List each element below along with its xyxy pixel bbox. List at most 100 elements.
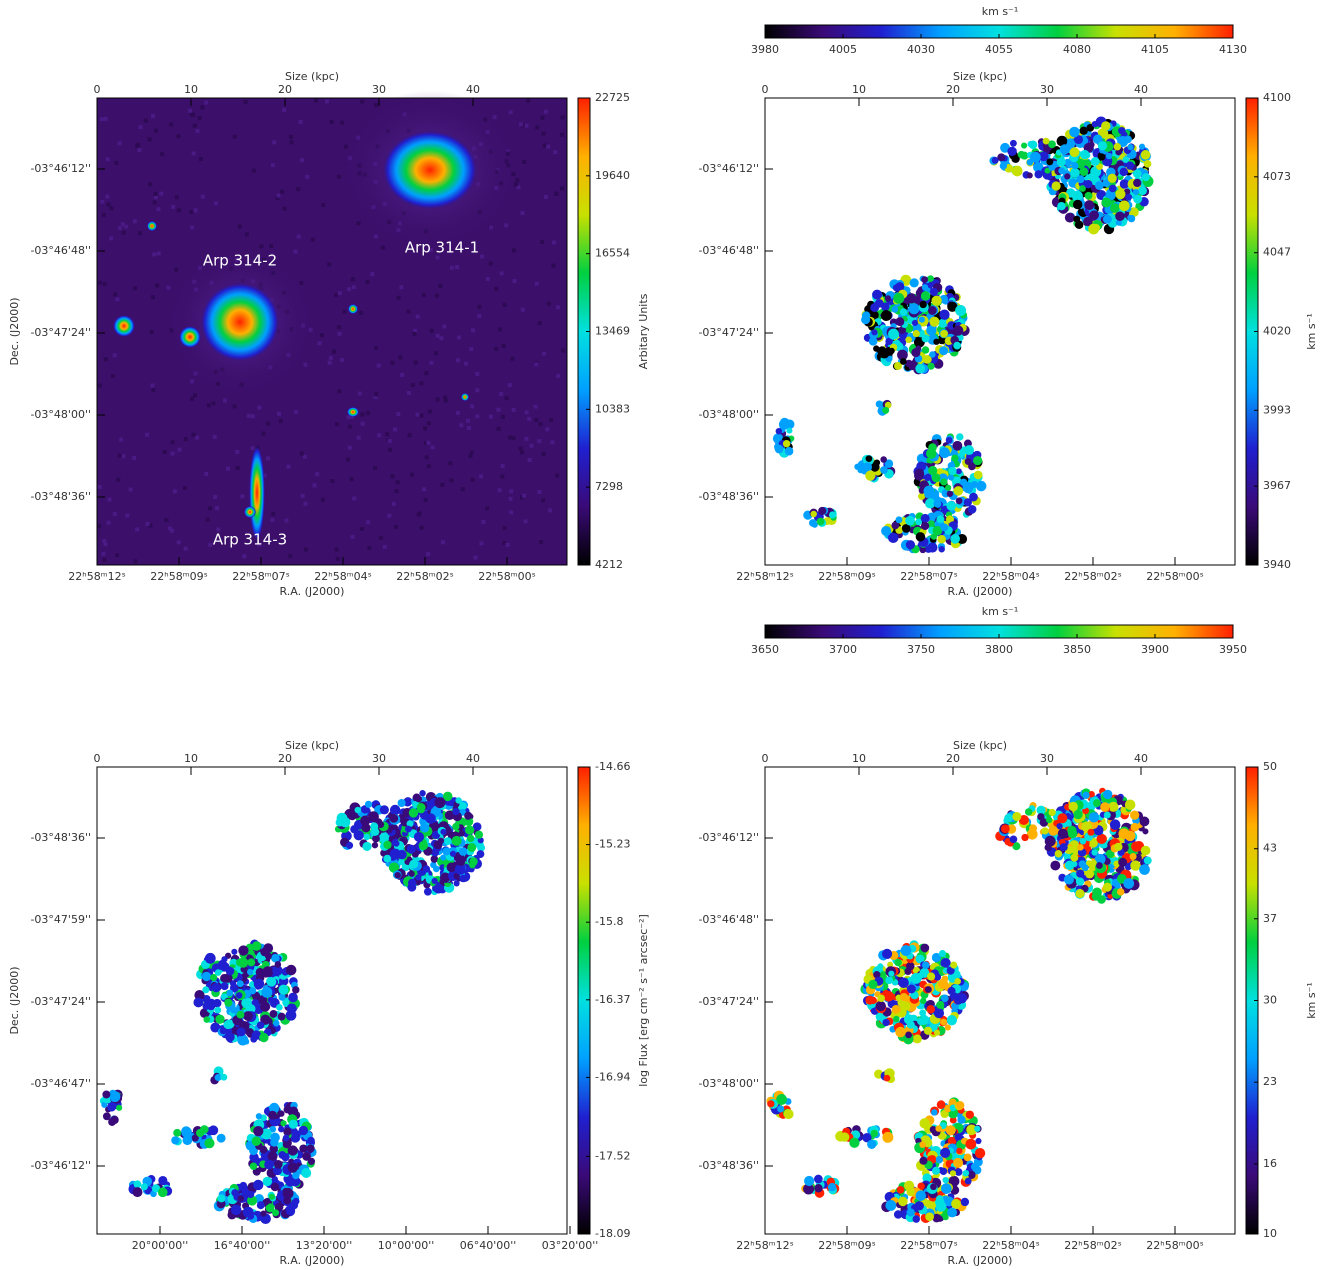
noise-pixel bbox=[540, 240, 544, 244]
emission-pixel bbox=[263, 1177, 272, 1186]
emission-pixel bbox=[940, 330, 948, 338]
emission-pixel bbox=[814, 1175, 823, 1184]
emission-pixel bbox=[939, 950, 946, 957]
noise-pixel bbox=[480, 254, 484, 258]
emission-pixel bbox=[288, 993, 298, 1003]
emission-pixel bbox=[901, 1001, 911, 1011]
emission-pixel bbox=[1141, 150, 1151, 160]
noise-pixel bbox=[529, 444, 533, 448]
noise-pixel bbox=[379, 536, 383, 540]
colorbar-tick-label: 16554 bbox=[595, 247, 630, 260]
noise-pixel bbox=[528, 458, 532, 462]
noise-pixel bbox=[193, 124, 197, 128]
emission-pixel bbox=[930, 288, 938, 296]
noise-pixel bbox=[352, 496, 356, 500]
emission-pixel bbox=[909, 303, 920, 314]
noise-pixel bbox=[538, 422, 542, 426]
noise-pixel bbox=[208, 506, 212, 510]
emission-pixel bbox=[231, 1189, 238, 1196]
emission-pixel bbox=[818, 507, 826, 515]
panel: 010203040Size (kpc)22ʰ58ᵐ12ˢ22ʰ58ᵐ09ˢ22ʰ… bbox=[698, 5, 1318, 598]
colorbar-tick-label: 43 bbox=[1263, 842, 1277, 855]
emission-pixel bbox=[1123, 878, 1134, 889]
noise-pixel bbox=[329, 356, 333, 360]
emission-pixel bbox=[247, 1191, 254, 1198]
noise-pixel bbox=[296, 187, 300, 191]
annotation: Arp 314-3 bbox=[213, 531, 287, 549]
noise-pixel bbox=[98, 384, 102, 388]
colorbar-tick-label: 10383 bbox=[595, 402, 630, 415]
noise-pixel bbox=[238, 225, 242, 229]
emission-pixel bbox=[1130, 860, 1140, 870]
noise-pixel bbox=[105, 195, 109, 199]
panel: Arp 314-2Arp 314-1Arp 314-3010203040Size… bbox=[8, 70, 650, 598]
emission-pixel bbox=[938, 979, 948, 989]
emission-pixel bbox=[1125, 194, 1132, 201]
emission-pixel bbox=[866, 455, 873, 462]
noise-pixel bbox=[171, 440, 175, 444]
colorbar-tick-label: 4030 bbox=[907, 43, 935, 56]
noise-pixel bbox=[410, 473, 414, 477]
noise-pixel bbox=[534, 418, 538, 422]
noise-pixel bbox=[357, 436, 361, 440]
noise-pixel bbox=[199, 157, 203, 161]
emission-pixel bbox=[931, 1109, 937, 1115]
noise-pixel bbox=[543, 144, 547, 148]
emission-pixel bbox=[1034, 170, 1042, 178]
noise-pixel bbox=[502, 526, 506, 530]
emission-pixel bbox=[438, 838, 444, 844]
noise-pixel bbox=[283, 207, 287, 211]
noise-pixel bbox=[212, 401, 216, 405]
emission-pixel bbox=[937, 535, 946, 544]
emission-pixel bbox=[1118, 858, 1127, 867]
noise-pixel bbox=[277, 412, 281, 416]
y-tick-label: -03°48'00'' bbox=[698, 408, 759, 421]
emission-pixel bbox=[264, 1160, 274, 1170]
emission-pixel bbox=[828, 1183, 836, 1191]
top-tick-label: 30 bbox=[372, 752, 386, 765]
noise-pixel bbox=[535, 282, 539, 286]
emission-pixel bbox=[293, 1198, 300, 1205]
emission-pixel bbox=[957, 1116, 965, 1124]
emission-pixel bbox=[226, 967, 235, 976]
noise-pixel bbox=[468, 454, 472, 458]
emission-pixel bbox=[913, 330, 920, 337]
top-tick-label: 20 bbox=[278, 752, 292, 765]
emission-pixel bbox=[936, 1156, 944, 1164]
noise-pixel bbox=[328, 361, 332, 365]
emission-pixel bbox=[1064, 875, 1074, 885]
emission-pixel bbox=[888, 971, 894, 977]
noise-pixel bbox=[271, 163, 275, 167]
noise-pixel bbox=[153, 201, 157, 205]
noise-pixel bbox=[330, 479, 334, 483]
noise-pixel bbox=[544, 195, 548, 199]
emission-pixel bbox=[1127, 144, 1133, 150]
noise-pixel bbox=[177, 448, 181, 452]
noise-pixel bbox=[163, 450, 167, 454]
emission-pixel bbox=[946, 437, 953, 444]
emission-pixel bbox=[921, 522, 929, 530]
y-tick-label: -03°47'24'' bbox=[30, 995, 91, 1008]
noise-pixel bbox=[439, 336, 443, 340]
emission-pixel bbox=[283, 1188, 294, 1199]
y-tick-label: -03°47'59'' bbox=[30, 913, 91, 926]
emission-pixel bbox=[256, 968, 265, 977]
colorbar-tick-label: 3650 bbox=[751, 643, 779, 656]
emission-pixel bbox=[269, 1194, 275, 1200]
x-tick-label: 22ʰ58ᵐ04ˢ bbox=[982, 570, 1039, 583]
emission-pixel bbox=[362, 842, 371, 851]
colorbar-label: km s⁻¹ bbox=[1305, 982, 1318, 1019]
x-tick-label: 22ʰ58ᵐ00ˢ bbox=[1146, 1239, 1203, 1252]
noise-pixel bbox=[396, 412, 400, 416]
emission-pixel bbox=[940, 1148, 950, 1158]
noise-pixel bbox=[157, 207, 161, 211]
noise-pixel bbox=[118, 141, 122, 145]
colorbar-tick-label: 19640 bbox=[595, 169, 630, 182]
emission-pixel bbox=[976, 481, 987, 492]
emission-pixel bbox=[414, 832, 424, 842]
emission-pixel bbox=[1115, 211, 1125, 221]
emission-pixel bbox=[107, 1103, 116, 1112]
noise-pixel bbox=[477, 314, 481, 318]
emission-pixel bbox=[1029, 824, 1037, 832]
noise-pixel bbox=[500, 475, 504, 479]
